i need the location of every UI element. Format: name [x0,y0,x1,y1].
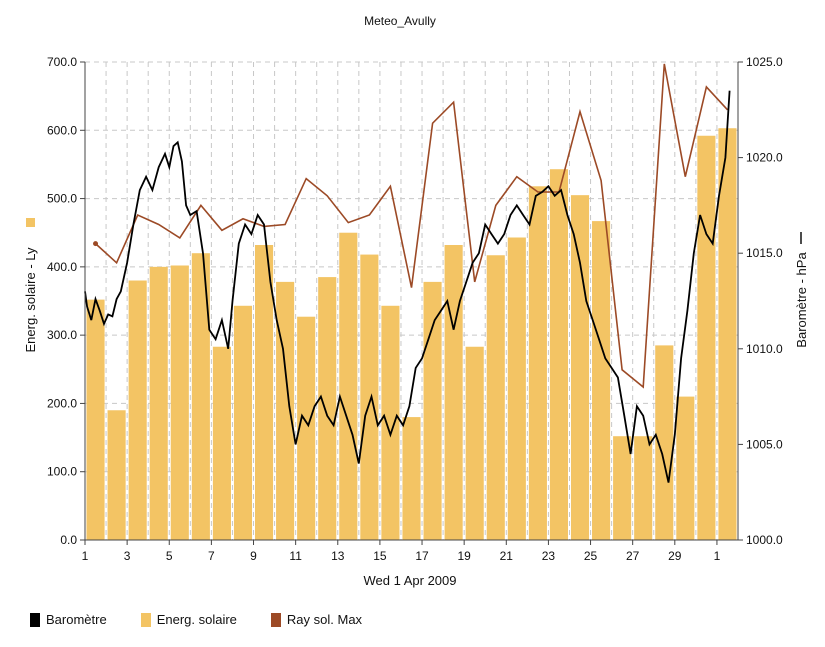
bar [191,253,210,540]
bar [212,346,231,540]
y2-axis-label: Baromètre - hPa [794,252,809,348]
bar [402,417,421,540]
y-tick-label: 0.0 [60,533,77,547]
legend-item-ray-sol-max: Ray sol. Max [270,612,363,627]
x-tick-label: 7 [208,549,215,563]
bar [339,232,358,540]
bar [570,195,590,540]
x-tick-label: 1 [82,549,89,563]
y2-tick-label: 1025.0 [746,55,783,69]
bar [318,277,337,540]
x-tick-label: 13 [331,549,345,563]
x-tick-label: 11 [289,549,302,563]
x-tick-label: 29 [668,549,682,563]
legend-label-barometre: Baromètre [46,612,107,627]
bar [149,266,168,540]
x-tick-label: 5 [166,549,173,563]
legend-item-barometre: Baromètre [30,612,107,627]
legend-label-energ-solaire: Energ. solaire [156,612,237,627]
y-tick-label: 400.0 [47,260,77,274]
legend-swatch-ray-sol-max [270,612,281,627]
x-tick-label: 21 [500,549,514,563]
bar [276,281,295,540]
bar [107,410,126,540]
y2-tick-label: 1020.0 [746,151,783,165]
bar [655,345,674,540]
x-tick-label: 19 [457,549,471,563]
x-tick-label: 15 [373,549,387,563]
legend-swatch-energ-solaire [140,612,151,627]
bar [254,245,274,540]
y-axis-legend-swatch [26,218,35,227]
bar [718,128,737,541]
bar [507,237,526,540]
bar [465,346,484,540]
bar [549,169,569,541]
bar [634,436,653,540]
legend-item-energ-solaire: Energ. solaire [140,612,237,627]
x-tick-label: 3 [124,549,131,563]
y2-tick-labels: 1000.0 1005.0 1010.0 1015.0 1020.0 1025.0 [746,55,783,547]
y2-tick-label: 1015.0 [746,246,783,260]
y2-tick-label: 1005.0 [746,437,783,451]
x-tick-label: 1 [714,549,721,563]
legend-swatch-barometre [30,612,40,627]
bar [444,245,463,540]
y-tick-label: 700.0 [47,55,77,69]
x-tick-label: 9 [250,549,257,563]
bar [592,221,611,540]
y-tick-labels: 0.0 100.0 200.0 300.0 400.0 500.0 600.0 700.0 [47,55,77,547]
y2-tick-label: 1010.0 [746,342,783,356]
bar [233,305,253,540]
y-tick-label: 100.0 [47,465,77,479]
bar [676,396,695,540]
bar [128,280,147,540]
bar [697,135,716,540]
bar [528,186,547,540]
legend-label-ray-sol-max: Ray sol. Max [286,612,363,627]
grid-lines [85,61,738,541]
bar [170,265,189,540]
bar [381,305,400,540]
axes [80,61,743,545]
x-tick-label: 25 [584,549,598,563]
y-tick-label: 600.0 [47,123,77,137]
bar [486,255,505,540]
x-tick-label: 17 [415,549,429,563]
x-tick-label: 23 [542,549,556,563]
y-tick-label: 300.0 [47,328,77,342]
series-line-ray-sol-max [94,63,729,389]
bars-energ-solaire [86,128,737,541]
x-tick-labels: 1 3 5 7 9 11 13 15 17 19 21 23 25 27 29 1 [82,549,721,563]
bar [360,254,379,540]
series-line-barometre [84,90,731,483]
x-tick-label: 27 [626,549,640,563]
legend: Baromètre Energ. solaire Ray sol. Max [30,612,396,627]
y-axis-label: Energ. solaire - Ly [23,247,38,353]
y-tick-label: 500.0 [47,192,77,206]
x-axis-label: Wed 1 Apr 2009 [364,573,457,588]
y2-tick-label: 1000.0 [746,533,783,547]
y-tick-label: 200.0 [47,396,77,410]
bar [297,316,316,540]
ray-start-marker [93,241,99,247]
bar [86,299,105,540]
bar [423,281,442,540]
bar [613,436,632,540]
chart-title: Meteo_Avully [364,14,436,28]
